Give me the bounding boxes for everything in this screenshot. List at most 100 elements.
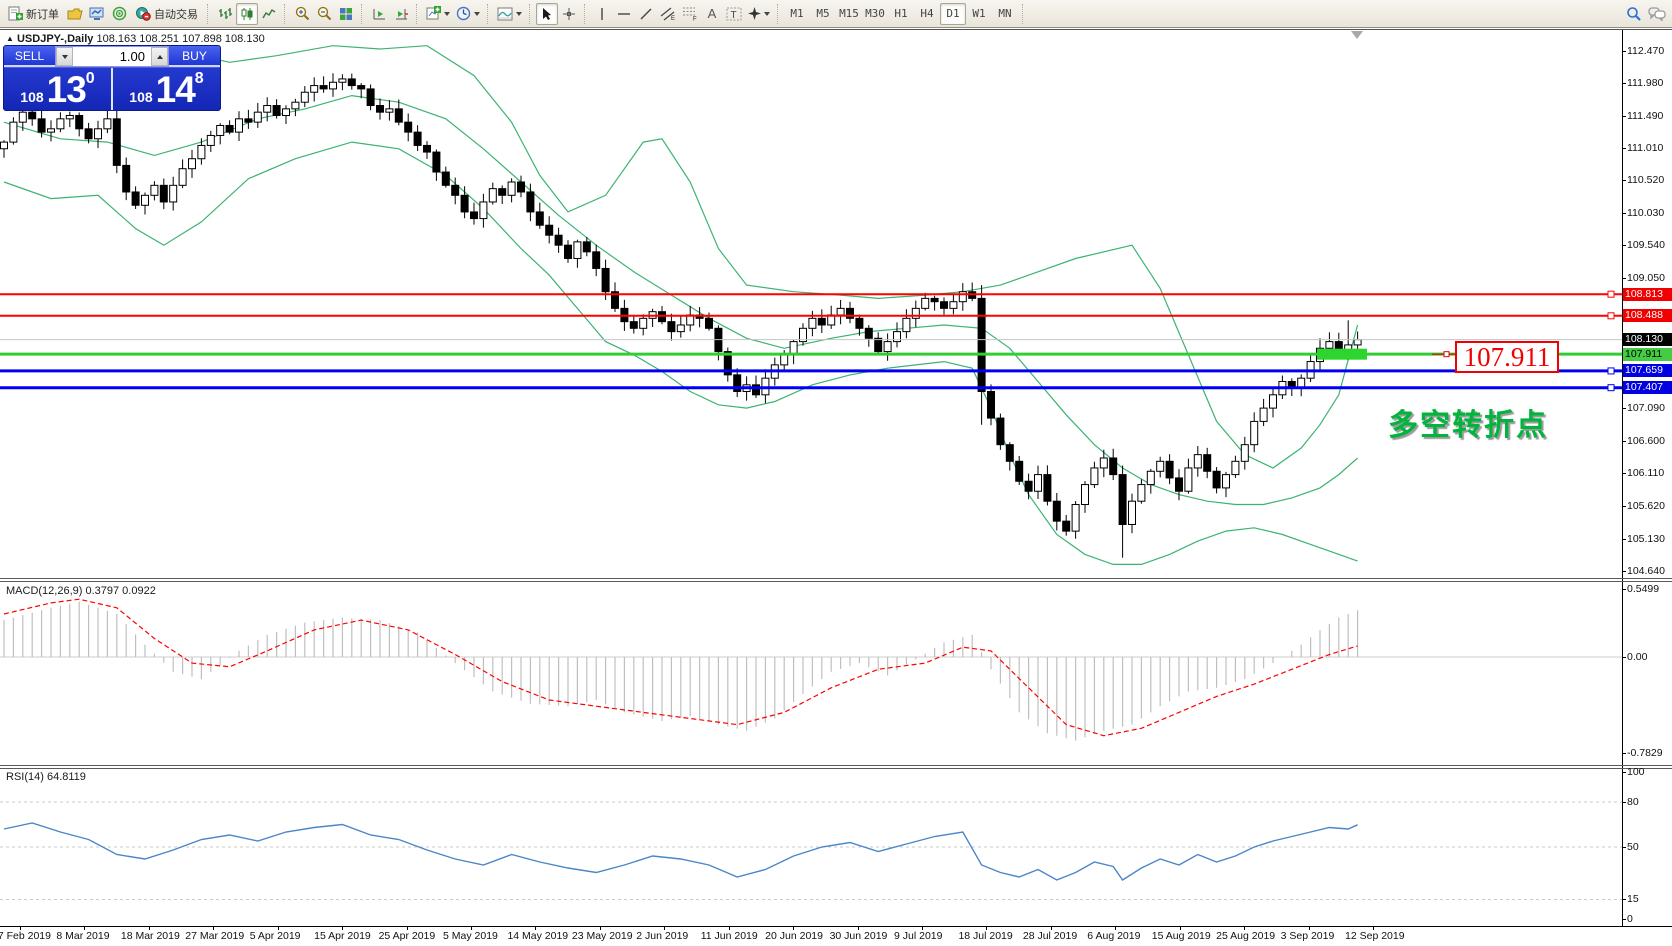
timeframe-d1[interactable]: D1 — [940, 2, 966, 25]
auto-scroll-button[interactable] — [368, 3, 390, 25]
chart-shift-button[interactable] — [390, 3, 412, 25]
candle-bullish — [507, 181, 516, 196]
new-chart-button[interactable] — [423, 3, 453, 25]
macd-tick-mark — [1622, 656, 1626, 658]
candlestick-chart-button[interactable] — [236, 2, 258, 25]
signals-button[interactable] — [108, 3, 130, 25]
panel-expander-icon[interactable]: ▲ — [6, 34, 14, 43]
candle-bullish — [385, 108, 394, 113]
horizontal-line-icon — [617, 8, 631, 20]
buy-price[interactable]: 108 14 8 — [113, 68, 220, 110]
text-button[interactable]: A — [707, 6, 717, 21]
candle-bearish — [817, 317, 826, 326]
shapes-button[interactable] — [745, 3, 773, 25]
search-button[interactable] — [1623, 3, 1645, 25]
price-tick-label: 111.490 — [1627, 109, 1664, 122]
vertical-line-button[interactable] — [591, 3, 613, 25]
line-drag-handle — [1607, 290, 1615, 298]
candle-bearish — [1109, 457, 1118, 476]
rsi-tick-label: 50 — [1627, 840, 1639, 853]
buy-button[interactable]: BUY — [169, 46, 220, 67]
candle-bearish — [28, 111, 37, 120]
price-tick-mark — [1622, 245, 1626, 247]
candle-bullish — [216, 124, 225, 136]
price-tick-mark — [1622, 408, 1626, 410]
text-label-button[interactable]: T — [723, 3, 745, 25]
time-axis-label: 30 Jun 2019 — [829, 930, 888, 942]
time-axis-label: 2 Jun 2019 — [636, 930, 689, 942]
candle-bullish — [1137, 484, 1146, 502]
fibonacci-button[interactable]: F — [679, 3, 701, 25]
cursor-button[interactable] — [536, 2, 558, 25]
autotrading-button[interactable]: 自动交易 — [130, 3, 203, 25]
volume-input[interactable]: 1.00 — [119, 49, 145, 64]
timeframe-m1[interactable]: M1 — [790, 7, 804, 20]
candle-bullish — [780, 354, 789, 366]
tile-windows-button[interactable] — [335, 3, 357, 25]
shapes-icon — [748, 7, 761, 20]
time-axis-tick — [1244, 926, 1246, 930]
zoom-in-button[interactable] — [291, 3, 313, 25]
channel-button[interactable]: E — [657, 3, 679, 25]
volume-increase-button[interactable] — [151, 47, 168, 66]
profiles-button[interactable] — [64, 3, 86, 25]
zoom-out-button[interactable] — [313, 3, 335, 25]
candle-bullish — [9, 121, 18, 143]
price-tick-mark — [1622, 473, 1626, 475]
time-axis-label: 14 May 2019 — [507, 930, 569, 942]
price-tick-label: 106.600 — [1627, 434, 1665, 447]
line-chart-button[interactable] — [258, 3, 280, 25]
crosshair-button[interactable] — [558, 3, 580, 25]
timeframe-m15[interactable]: M15 — [839, 7, 859, 20]
turning-point-annotation[interactable]: 多空转折点 — [1388, 409, 1548, 442]
toolbar-separator — [529, 3, 532, 24]
candle-bullish — [197, 144, 206, 160]
candle-bearish — [319, 85, 328, 90]
rsi-tick-mark — [1622, 846, 1626, 848]
price-tick-label: 110.030 — [1627, 206, 1665, 219]
sell-price[interactable]: 108 13 0 — [4, 68, 111, 110]
new-order-icon — [8, 6, 23, 21]
candle-bullish — [338, 78, 347, 83]
price-line-label: 107.911 — [1623, 347, 1672, 361]
timeframe-m5[interactable]: M5 — [816, 7, 830, 20]
macd-indicator-label: MACD(12,26,9) 0.3797 0.0922 — [6, 585, 156, 597]
market-watch-button[interactable] — [86, 3, 108, 25]
horizontal-line-button[interactable] — [613, 3, 635, 25]
candle-bullish — [18, 111, 27, 123]
new-order-button[interactable]: 新订单 — [3, 3, 64, 25]
sell-button[interactable]: SELL — [4, 46, 55, 67]
candle-bearish — [272, 105, 281, 117]
price-tick-label: 106.110 — [1627, 467, 1665, 480]
candle-bearish — [122, 164, 131, 193]
time-axis-tick — [793, 926, 795, 930]
price-annotation-box[interactable]: 107.911 — [1455, 341, 1559, 373]
candle-bullish — [639, 317, 648, 329]
price-tick-mark — [1622, 571, 1626, 573]
timeframe-group: M1 M5 M15 M30 H1 H4 D1 W1 MN — [784, 2, 1018, 25]
tile-windows-icon — [339, 7, 353, 21]
trendline-button[interactable] — [635, 3, 657, 25]
candle-bullish — [808, 317, 817, 329]
timeframe-m30[interactable]: M30 — [865, 7, 885, 20]
periods-button[interactable] — [453, 3, 483, 25]
toolbar-separator — [777, 3, 780, 24]
price-tick-mark — [1622, 440, 1626, 442]
candle-bullish — [1325, 341, 1334, 349]
bar-chart-button[interactable] — [214, 3, 236, 25]
volume-decrease-button[interactable] — [56, 47, 73, 66]
signals-icon — [112, 6, 127, 21]
timeframe-h4[interactable]: H4 — [920, 7, 934, 20]
templates-button[interactable] — [494, 3, 525, 25]
candle-bullish — [893, 331, 901, 343]
timeframe-mn[interactable]: MN — [998, 7, 1012, 20]
crosshair-icon — [562, 7, 576, 21]
fibonacci-icon: F — [682, 6, 698, 21]
timeframe-h1[interactable]: H1 — [894, 7, 908, 20]
rsi-tick-label: 100 — [1627, 765, 1645, 778]
chart-shift-marker[interactable] — [1351, 31, 1363, 39]
candle-bullish — [1250, 420, 1259, 446]
timeframe-w1[interactable]: W1 — [972, 7, 986, 20]
chat-button[interactable] — [1645, 3, 1669, 25]
